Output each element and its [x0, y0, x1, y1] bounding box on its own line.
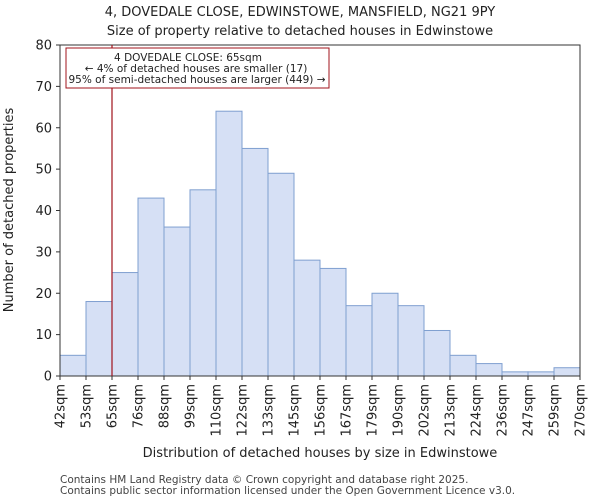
x-tick-label: 247sqm: [522, 384, 537, 437]
x-tick-label: 224sqm: [470, 384, 485, 437]
x-tick-label: 76sqm: [132, 384, 147, 428]
x-tick-label: 259sqm: [548, 384, 563, 437]
x-tick-label: 99sqm: [184, 384, 199, 428]
bar-190sqm: [397, 305, 425, 377]
y-tick-label: 0: [44, 370, 52, 385]
footer-licence: Contains public sector information licen…: [60, 485, 516, 497]
bar-110sqm: [215, 110, 243, 377]
x-tick-label: 179sqm: [366, 384, 381, 437]
x-tick-label: 88sqm: [158, 384, 173, 428]
x-tick-label: 122sqm: [236, 384, 251, 437]
chart-title-line2: Size of property relative to detached ho…: [107, 24, 493, 39]
bar-156sqm: [319, 267, 347, 377]
bar-224sqm: [475, 363, 503, 377]
x-tick-label: 167sqm: [340, 384, 355, 437]
x-tick-label: 236sqm: [496, 384, 511, 437]
y-tick-label: 30: [35, 245, 52, 260]
annotation-box: 4 DOVEDALE CLOSE: 65sqm ← 4% of detached…: [65, 47, 330, 89]
footer-copyright: Contains HM Land Registry data © Crown c…: [60, 474, 469, 486]
bar-65sqm: [111, 272, 139, 377]
y-tick-label: 50: [35, 163, 52, 178]
y-tick-label: 60: [35, 121, 52, 136]
bar-236sqm: [501, 371, 529, 377]
x-tick-label: 213sqm: [444, 384, 459, 437]
annotation-line2: ← 4% of detached houses are smaller (17): [85, 63, 308, 75]
bar-259sqm: [553, 367, 581, 377]
x-tick-label: 156sqm: [314, 384, 329, 437]
bar-179sqm: [371, 292, 399, 377]
bar-145sqm: [293, 259, 321, 377]
x-tick-label: 65sqm: [106, 384, 121, 428]
x-tick-label: 270sqm: [574, 384, 589, 437]
y-ticks-group: 0 10 20 30 40 50 60 70 80: [35, 39, 60, 385]
bar-42sqm: [59, 354, 87, 377]
y-axis-label: Number of detached properties: [2, 108, 17, 313]
bar-247sqm: [527, 371, 555, 377]
bar-122sqm: [241, 147, 269, 377]
bar-53sqm: [85, 301, 113, 377]
chart-title-line1: 4, DOVEDALE CLOSE, EDWINSTOWE, MANSFIELD…: [105, 5, 496, 20]
bars-group: [59, 110, 581, 377]
x-tick-label: 190sqm: [392, 384, 407, 437]
bar-202sqm: [423, 329, 451, 377]
x-tick-label: 133sqm: [262, 384, 277, 437]
bar-76sqm: [137, 197, 165, 377]
plot-frame: [59, 44, 581, 377]
x-tick-label: 110sqm: [210, 384, 225, 437]
bar-167sqm: [345, 305, 373, 377]
annotation-line3: 95% of semi-detached houses are larger (…: [69, 74, 326, 86]
bar-99sqm: [189, 189, 217, 377]
x-tick-label: 202sqm: [418, 384, 433, 437]
y-tick-label: 70: [35, 80, 52, 95]
x-tick-label: 53sqm: [80, 384, 95, 428]
annotation-line1: 4 DOVEDALE CLOSE: 65sqm: [114, 52, 262, 64]
y-tick-label: 20: [35, 287, 52, 302]
x-axis-label: Distribution of detached houses by size …: [143, 446, 498, 461]
x-tick-label: 145sqm: [288, 384, 303, 437]
y-tick-label: 10: [35, 328, 52, 343]
x-ticks-group: 42sqm 53sqm 65sqm 76sqm 88sqm 99sqm 110sqm 122s…: [54, 376, 589, 437]
x-tick-label: 42sqm: [54, 384, 69, 428]
bar-213sqm: [449, 354, 477, 377]
bar-133sqm: [267, 172, 295, 377]
y-tick-label: 80: [35, 39, 52, 54]
annotation-frame: [65, 47, 330, 89]
bar-88sqm: [163, 226, 191, 377]
y-tick-label: 40: [35, 204, 52, 219]
